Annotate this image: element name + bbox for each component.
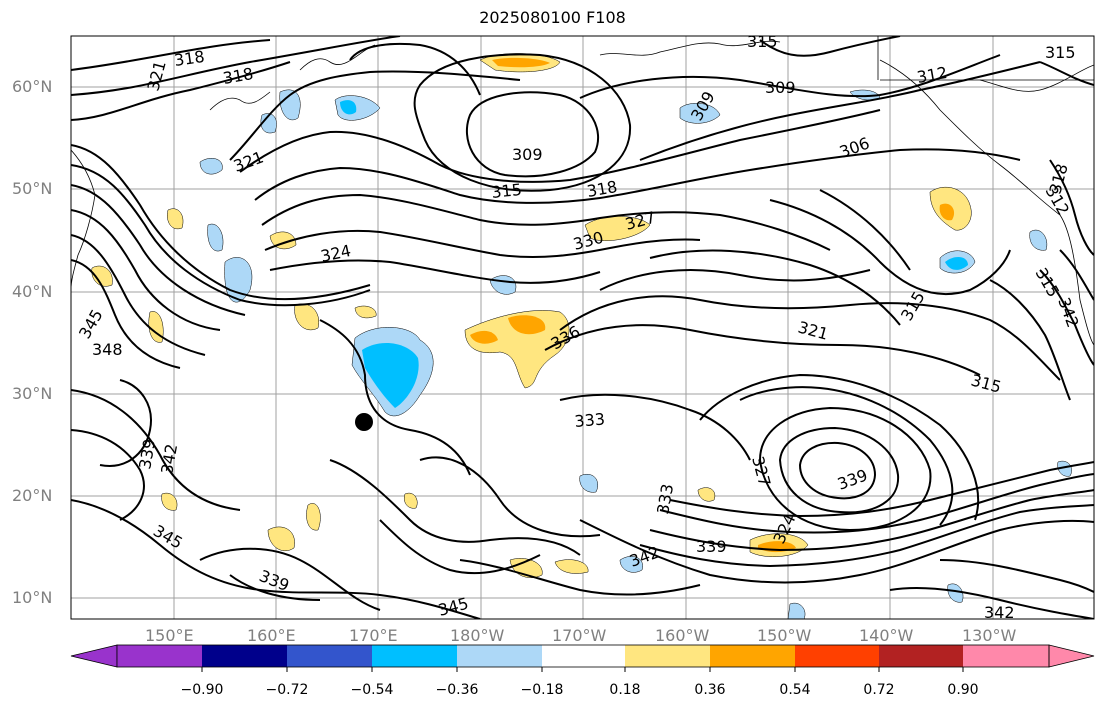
shade-patch — [340, 100, 357, 115]
shade-patch — [207, 223, 224, 252]
shade-patch — [697, 487, 716, 502]
shade-patch — [199, 158, 223, 175]
shade-patch — [91, 265, 113, 287]
colorbar-extend-low — [70, 644, 118, 668]
colorbar-tick-label: 0.36 — [694, 682, 726, 698]
shade-patch — [787, 602, 806, 619]
contour-label: 315 — [490, 180, 522, 202]
shade-patch — [470, 330, 498, 344]
colorbar-segment — [287, 645, 372, 667]
shade-patch — [279, 89, 301, 120]
colorbar-segment — [795, 645, 879, 667]
shade-patch — [679, 103, 721, 124]
map-title: 2025080100 F108 — [479, 8, 626, 27]
lat-label: 40°N — [12, 282, 53, 301]
colorbar-segment — [372, 645, 457, 667]
lon-label: 180°W — [450, 626, 505, 645]
shade-patch — [362, 343, 419, 408]
lon-label: 160°E — [247, 626, 296, 645]
shade-patch — [167, 208, 184, 230]
colorbar-tick-label: −0.36 — [435, 682, 479, 698]
shade-patch — [508, 315, 546, 335]
lat-label: 30°N — [12, 384, 53, 403]
lon-label: 140°W — [859, 626, 914, 645]
lat-label: 20°N — [12, 486, 53, 505]
shade-patch — [945, 256, 968, 270]
colorbar-extend-high — [1048, 644, 1095, 668]
colorbar-tick-label: 0.18 — [609, 682, 641, 698]
coastlines — [71, 36, 1094, 346]
contour-label: 348 — [92, 340, 123, 359]
shade-patch — [492, 57, 550, 68]
colorbar-tick-label: 0.54 — [779, 682, 811, 698]
colorbar — [70, 644, 1095, 672]
colorbar-tick-label: −0.90 — [180, 682, 224, 698]
lon-label: 170°E — [349, 626, 398, 645]
shade-patch — [1029, 229, 1048, 251]
colorbar-segment — [879, 645, 963, 667]
shade-patch — [579, 474, 598, 493]
shade-patch — [619, 556, 643, 573]
colorbar-segment — [963, 645, 1049, 667]
shade-patch — [554, 559, 589, 574]
contour-label: 342 — [984, 603, 1015, 622]
colorbar-tick-label: 0.72 — [863, 682, 895, 698]
gridlines — [71, 36, 1094, 619]
colorbar-tick-label: −0.72 — [265, 682, 309, 698]
colorbar-segment — [542, 645, 625, 667]
shade-patch — [267, 526, 295, 552]
shade-patch — [306, 503, 321, 531]
shade-patch — [939, 203, 955, 221]
lat-label: 50°N — [12, 179, 53, 198]
shaded-patches — [91, 53, 1072, 619]
lon-label: 160°W — [655, 626, 710, 645]
shade-patch — [404, 492, 418, 509]
contour-label: 315 — [747, 32, 778, 51]
colorbar-segment — [457, 645, 542, 667]
colorbar-tick-label: −0.18 — [520, 682, 564, 698]
colorbar-segment — [202, 645, 287, 667]
contour-label: 309 — [512, 145, 543, 164]
colorbar-segment — [117, 645, 202, 667]
shade-patch — [354, 305, 377, 319]
shade-patch — [161, 492, 178, 511]
lon-label: 150°E — [145, 626, 194, 645]
colorbar-segment — [625, 645, 710, 667]
contour-label: 309 — [765, 78, 796, 97]
lon-label: 150°W — [757, 626, 812, 645]
shade-patch — [947, 583, 964, 603]
contour-label: 333 — [574, 409, 606, 431]
lon-label: 170°W — [552, 626, 607, 645]
lat-label: 60°N — [12, 77, 53, 96]
typhoon-position-marker — [355, 413, 373, 431]
colorbar-tick-label: −0.54 — [350, 682, 394, 698]
lon-label: 130°W — [962, 626, 1017, 645]
map-frame — [70, 35, 1095, 620]
lat-label: 10°N — [12, 588, 53, 607]
contour-label: 339 — [696, 537, 727, 556]
contours — [71, 36, 1094, 619]
contour-label: 318 — [173, 47, 206, 70]
colorbar-tick-label: 0.90 — [947, 682, 979, 698]
colorbar-segment — [710, 645, 795, 667]
contour-label: 315 — [1045, 43, 1076, 62]
